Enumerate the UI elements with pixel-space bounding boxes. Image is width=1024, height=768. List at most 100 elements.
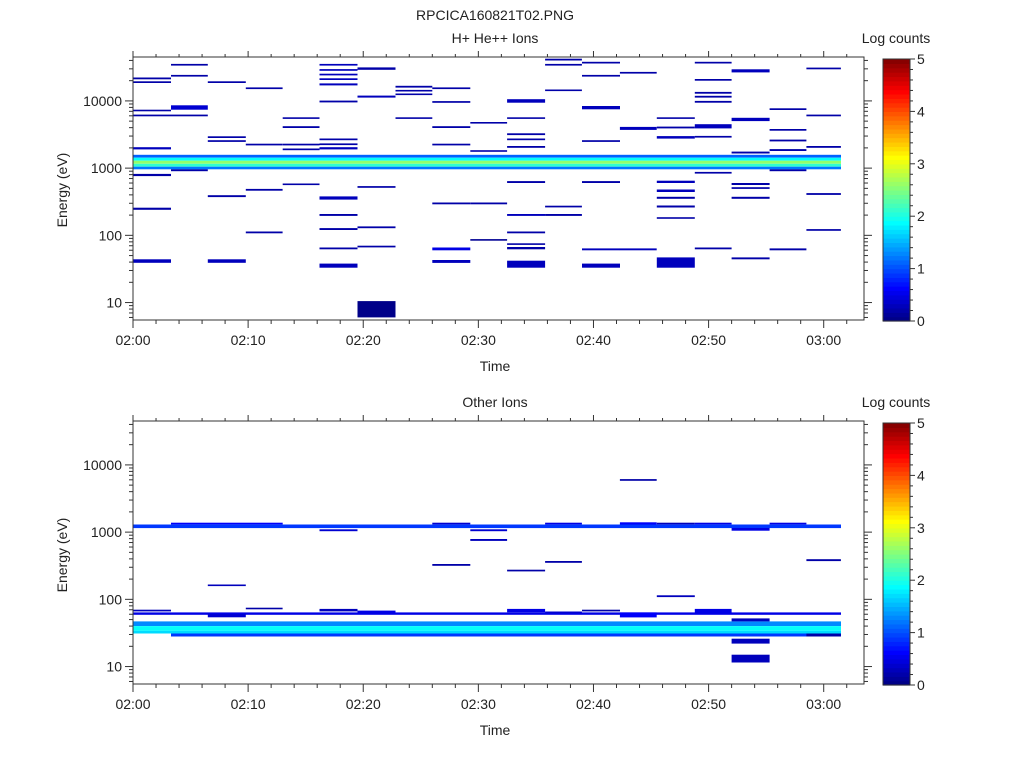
- heatmap-cell: [545, 214, 582, 216]
- heatmap-cell: [432, 126, 471, 128]
- heatmap-cell: [357, 610, 396, 614]
- x-tick-label: 02:40: [576, 332, 611, 348]
- heatmap-cell: [207, 195, 246, 198]
- colorbar-segment: [883, 623, 910, 629]
- heatmap-cell: [582, 609, 620, 612]
- heatmap-cell: [207, 614, 246, 618]
- colorbar-segment: [883, 484, 910, 490]
- heatmap-cell: [133, 77, 171, 80]
- colorbar-segment: [883, 549, 910, 555]
- x-tick-label: 03:00: [806, 332, 841, 348]
- heatmap-cell: [133, 626, 841, 631]
- colorbar-segment: [883, 89, 910, 95]
- y-tick-label: 10: [106, 659, 122, 675]
- colorbar-tick-label: 5: [917, 415, 925, 431]
- colorbar-segment: [883, 281, 910, 287]
- heatmap-cell: [806, 193, 841, 195]
- colorbar-segment: [883, 307, 910, 313]
- heatmap-cell: [507, 138, 546, 141]
- heatmap-cell: [769, 248, 807, 251]
- colorbar-segment: [883, 545, 910, 551]
- heatmap-cell: [245, 143, 283, 146]
- colorbar-segment: [883, 163, 910, 169]
- heatmap-cell: [432, 202, 471, 205]
- colorbar-segment: [883, 242, 910, 248]
- colorbar-segment: [883, 255, 910, 261]
- colorbar-segment: [883, 216, 910, 222]
- heatmap-cell: [357, 95, 396, 98]
- colorbar-segment: [883, 190, 910, 195]
- colorbar-segment: [883, 449, 910, 455]
- heatmap-cell: [133, 259, 171, 263]
- heatmap-cell: [133, 630, 841, 634]
- colorbar-segment: [883, 619, 910, 625]
- colorbar-segment: [883, 277, 910, 283]
- colorbar-segment: [883, 207, 910, 213]
- x-axis-label: Time: [480, 358, 511, 374]
- colorbar-segment: [883, 536, 910, 542]
- colorbar-segment: [883, 462, 910, 468]
- heatmap-cell: [694, 171, 732, 174]
- colorbar-segment: [883, 124, 910, 130]
- colorbar-segment: [883, 141, 910, 147]
- heatmap-cell: [432, 564, 471, 566]
- heatmap-cell: [470, 122, 508, 124]
- colorbar-segment: [883, 224, 910, 230]
- colorbar-segment: [883, 671, 910, 677]
- heatmap-cell: [731, 638, 770, 644]
- y-tick-label: 100: [99, 227, 123, 243]
- colorbar-segment: [883, 176, 910, 182]
- colorbar-segment: [883, 444, 910, 450]
- heatmap-cell: [432, 87, 471, 90]
- heatmap-cell: [133, 524, 841, 529]
- heatmap-cell: [582, 74, 620, 77]
- panel-h-he-ions: H+ He++ Ions Log counts 02:00 02:10 02:2…: [54, 30, 930, 374]
- heatmap-cell: [319, 263, 358, 268]
- heatmap-cell: [694, 79, 732, 81]
- heatmap-cell: [769, 149, 807, 151]
- heatmap-cell: [806, 114, 841, 117]
- colorbar-segment: [883, 497, 910, 503]
- heatmap-cell: [319, 228, 358, 230]
- heatmap-cell: [694, 522, 732, 525]
- colorbar-segment: [883, 667, 910, 673]
- colorbar-segment: [883, 203, 910, 209]
- colorbar-tick-label: 0: [917, 677, 925, 693]
- heatmap-cell: [731, 117, 770, 122]
- heatmap-cell: [806, 67, 841, 70]
- colorbar-segment: [883, 423, 910, 428]
- heatmap-cell: [507, 608, 546, 613]
- heatmap-cell: [619, 248, 657, 251]
- heatmap-cell: [357, 301, 396, 318]
- heatmap-cell: [470, 539, 508, 541]
- heatmap-cell: [171, 522, 283, 525]
- colorbar-segment: [883, 492, 910, 498]
- heatmap-cell: [694, 135, 732, 138]
- heatmap-cell: [133, 173, 171, 177]
- x-axis: 02:00 02:10 02:20 02:30 02:40 02:50 03:0…: [115, 415, 848, 712]
- colorbar-segment: [883, 150, 910, 156]
- heatmap-cell: [319, 73, 358, 76]
- heatmap-cell: [656, 126, 695, 129]
- heatmap-cell: [319, 78, 358, 80]
- heatmap-cell: [133, 154, 841, 158]
- colorbar-frame: [882, 58, 911, 322]
- colorbar-segment: [883, 636, 910, 642]
- heatmap-cell: [133, 160, 841, 164]
- colorbar-segment: [883, 120, 910, 126]
- colorbar-segment: [883, 312, 910, 318]
- y-axis: 10 100 1000 10000: [83, 423, 872, 682]
- colorbar-segment: [883, 159, 910, 165]
- heatmap-cell: [470, 202, 508, 205]
- heatmap-cell: [545, 89, 582, 92]
- heatmap-cell: [319, 147, 358, 150]
- colorbar-segment: [883, 67, 910, 73]
- panel-other-ions: Other Ions Log counts 02:00 02:10 02:20 …: [54, 394, 930, 738]
- heatmap-cell: [245, 607, 283, 610]
- colorbar-segment: [883, 505, 910, 511]
- colorbar-segment: [883, 567, 910, 573]
- heatmap-cell: [319, 69, 358, 71]
- colorbar-segment: [883, 597, 910, 603]
- y-tick-label: 10: [106, 295, 122, 311]
- heatmap-cell: [582, 181, 620, 183]
